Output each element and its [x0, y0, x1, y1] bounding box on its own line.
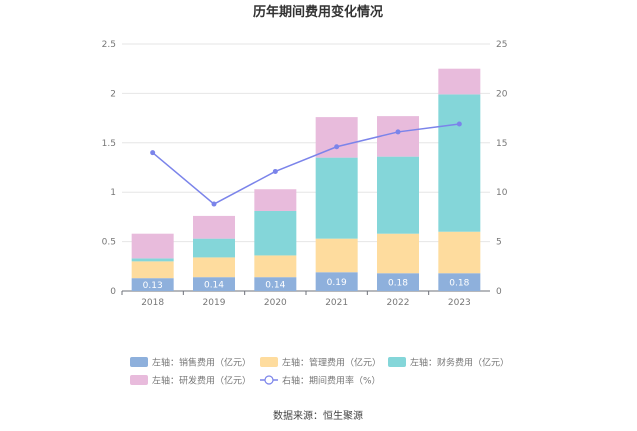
stacked-bars	[131, 68, 481, 291]
rate-line-layer	[150, 121, 462, 207]
right-axis-ticks: 0 5 10 15 20 25	[496, 40, 508, 297]
bar-label-sales-2022: 0.18	[388, 279, 408, 289]
bar-admin-2022	[377, 233, 419, 274]
legend-swatch-finance	[388, 357, 406, 367]
legend-label-admin: 左轴：管理费用（亿元）	[282, 357, 381, 369]
bar-admin-2023	[438, 231, 481, 274]
legend: 左轴：销售费用（亿元） 左轴：管理费用（亿元） 左轴：财务费用（亿元） 左轴：研发费用…	[130, 357, 509, 387]
bar-rd-2018	[131, 233, 174, 259]
bar-sales-2021	[315, 272, 358, 291]
rate-point-2020	[272, 168, 278, 174]
x-tick-label: 2023	[448, 298, 471, 308]
bar-finance-2019	[193, 238, 235, 258]
legend-label-rd: 左轴：研发费用（亿元）	[152, 375, 251, 387]
rate-point-2021	[334, 144, 340, 150]
right-tick-label: 15	[496, 139, 507, 149]
rate-line	[152, 123, 460, 205]
bar-rd-2019	[193, 215, 235, 239]
rate-point-2019	[211, 201, 217, 207]
x-tick-label: 2021	[325, 298, 348, 308]
left-tick-label: 2	[110, 89, 116, 99]
bar-admin-2018	[131, 261, 174, 279]
bar-label-sales-2020: 0.14	[265, 281, 285, 291]
x-tick-label: 2019	[203, 298, 226, 308]
legend-swatch-admin	[260, 357, 278, 367]
bar-finance-2018	[131, 258, 174, 262]
left-tick-label: 1.5	[102, 139, 116, 149]
rate-point-2023	[456, 121, 462, 127]
bar-finance-2022	[377, 156, 419, 234]
legend-label-rate: 右轴：期间费用率（%）	[282, 375, 381, 387]
bar-label-sales-2021: 0.19	[327, 278, 347, 288]
right-tick-label: 0	[496, 287, 502, 297]
right-tick-label: 20	[496, 89, 508, 99]
bar-label-sales-2019: 0.14	[204, 281, 224, 291]
bar-admin-2021	[315, 238, 358, 273]
rate-point-2022	[395, 129, 401, 135]
bar-admin-2020	[254, 255, 297, 278]
left-tick-label: 0	[110, 287, 116, 297]
legend-swatch-marker	[264, 375, 274, 385]
bar-finance-2020	[254, 210, 297, 256]
bar-rd-2023	[438, 68, 481, 95]
data-source: 数据来源：恒生聚源	[273, 409, 363, 422]
x-tick-label: 2020	[264, 298, 287, 308]
grid-lines	[122, 43, 490, 292]
bar-finance-2021	[315, 157, 358, 239]
bar-sales-2020	[254, 277, 297, 291]
right-tick-label: 5	[496, 238, 502, 248]
left-tick-label: 0.5	[102, 238, 116, 248]
bar-rd-2022	[377, 116, 419, 157]
legend-swatch-rd	[130, 375, 148, 385]
rate-point-2018	[150, 150, 156, 156]
x-tick-label: 2022	[387, 298, 410, 308]
x-axis-ticks: 2018 2019 2020 2021 2022 2023	[121, 291, 471, 308]
legend-label-sales: 左轴：销售费用（亿元）	[152, 357, 251, 369]
bar-label-sales-2018: 0.13	[143, 281, 163, 291]
left-axis-ticks: 0 0.5 1 1.5 2 2.5	[102, 40, 117, 297]
bar-sales-2018	[131, 278, 174, 291]
bar-value-labels: 0.13 0.14 0.14 0.19 0.18 0.18	[143, 278, 470, 291]
legend-label-finance: 左轴：财务费用（亿元）	[410, 357, 509, 369]
x-tick-label: 2018	[141, 298, 164, 308]
bar-rd-2020	[254, 189, 297, 211]
left-tick-label: 2.5	[102, 40, 116, 50]
bar-admin-2019	[193, 257, 235, 278]
bar-label-sales-2023: 0.18	[449, 279, 469, 289]
left-tick-label: 1	[110, 188, 116, 198]
bar-finance-2023	[438, 94, 481, 232]
right-tick-label: 25	[496, 40, 507, 50]
legend-swatch-sales	[130, 357, 148, 367]
bar-sales-2019	[193, 277, 235, 291]
right-tick-label: 10	[496, 188, 508, 198]
bar-rd-2021	[315, 117, 358, 158]
chart-title: 历年期间费用变化情况	[253, 4, 383, 20]
bar-sales-2022	[377, 273, 419, 291]
bar-sales-2023	[438, 273, 481, 291]
